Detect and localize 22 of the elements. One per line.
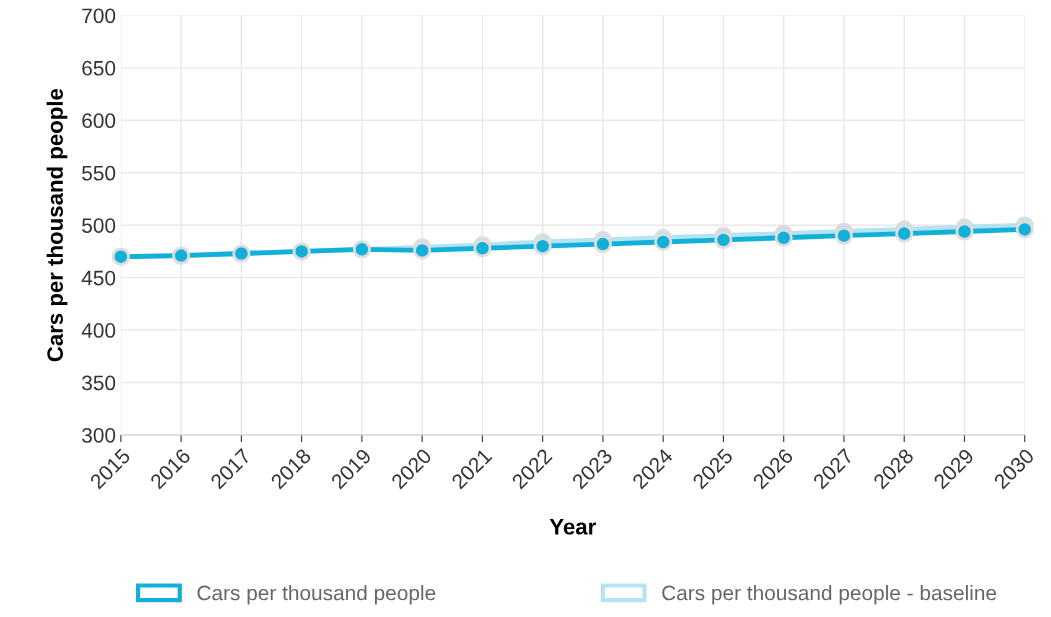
legend-label: Cars per thousand people - baseline bbox=[662, 585, 997, 605]
y-tick-label: 650 bbox=[82, 60, 116, 76]
point bbox=[955, 222, 974, 241]
point bbox=[714, 230, 733, 249]
y-tick-label: 350 bbox=[82, 375, 116, 391]
y-axis-title: Cars per thousand people bbox=[46, 88, 68, 362]
point bbox=[895, 224, 914, 243]
legend-label: Cars per thousand people bbox=[197, 585, 436, 605]
y-tick-label: 500 bbox=[82, 218, 116, 233]
x-axis-title: Year bbox=[549, 519, 596, 535]
y-tick-label: 400 bbox=[81, 323, 116, 338]
y-tick-label: 600 bbox=[82, 113, 116, 129]
y-tick-label: 300 bbox=[82, 427, 116, 443]
y-tick-label: 550 bbox=[82, 165, 116, 181]
y-tick-label: 700 bbox=[82, 8, 116, 24]
point bbox=[774, 228, 793, 247]
point bbox=[533, 237, 552, 256]
point bbox=[593, 235, 612, 254]
point bbox=[834, 226, 853, 245]
point bbox=[1015, 220, 1034, 239]
point bbox=[654, 232, 673, 252]
y-tick-label: 450 bbox=[81, 270, 116, 286]
